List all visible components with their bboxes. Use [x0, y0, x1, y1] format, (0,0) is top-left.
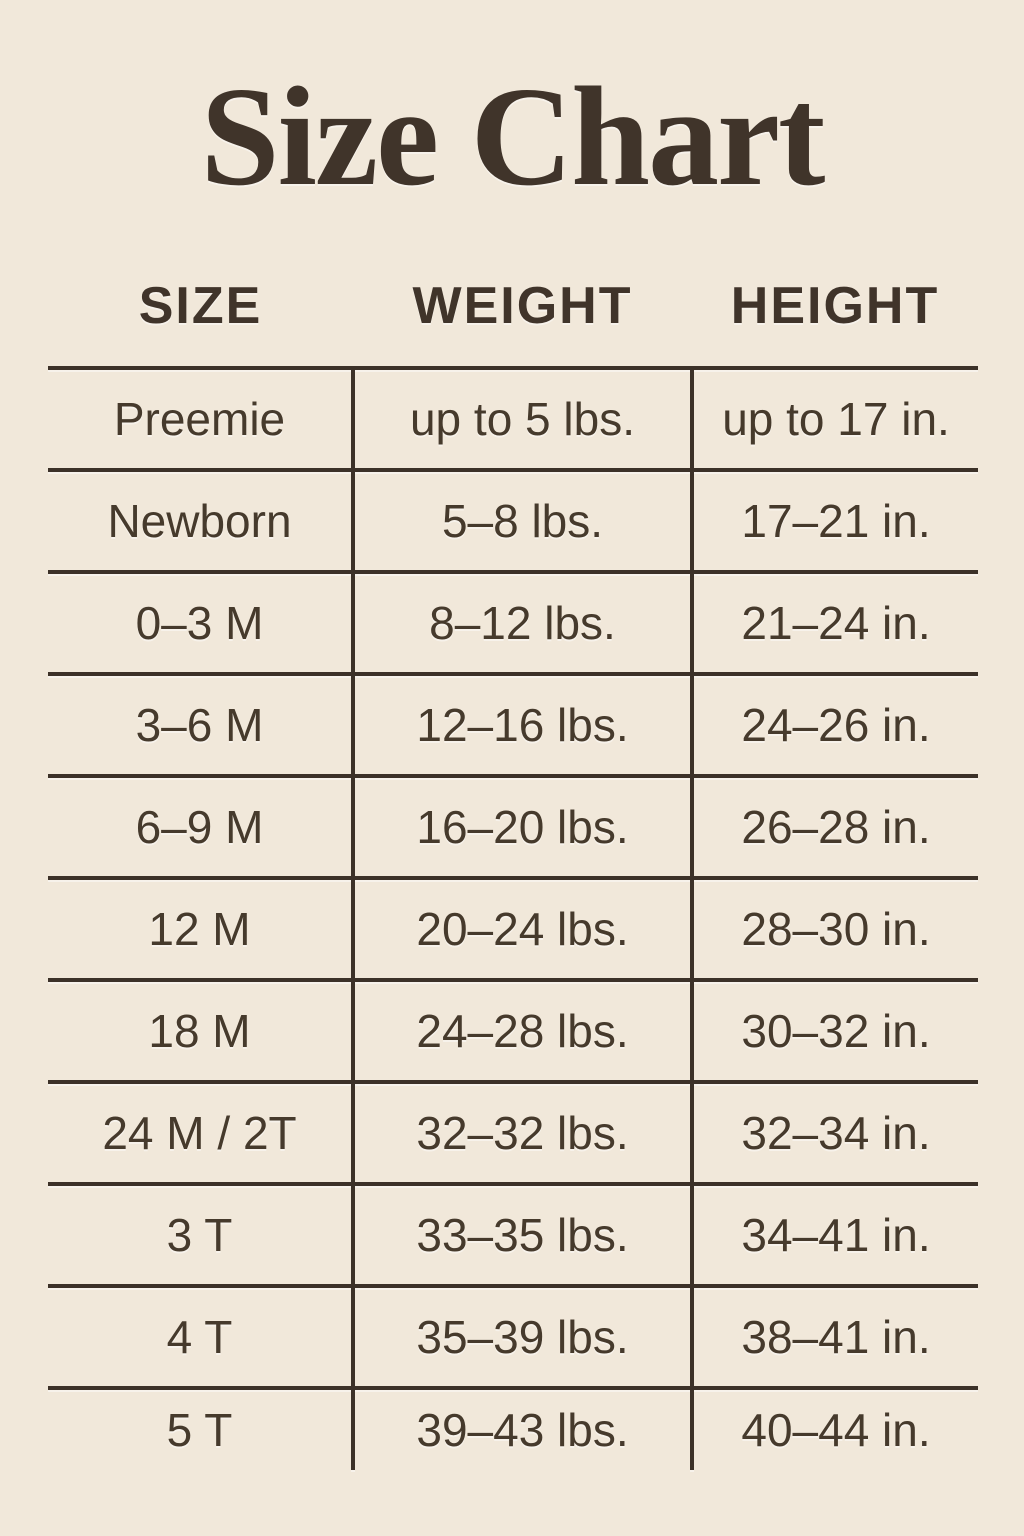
weight-cell: 8–12 lbs.	[351, 572, 694, 676]
column-header-height: HEIGHT	[730, 277, 940, 335]
size-cell: Preemie	[48, 368, 353, 472]
table-row: 4 T 35–39 lbs. 38–41 in.	[48, 1286, 978, 1390]
weight-cell: up to 5 lbs.	[351, 368, 694, 472]
table-row: Newborn 5–8 lbs. 17–21 in.	[48, 470, 978, 574]
height-cell: 30–32 in.	[692, 980, 978, 1084]
height-cell: 26–28 in.	[692, 776, 978, 880]
height-cell: 32–34 in.	[692, 1082, 978, 1186]
weight-cell: 24–28 lbs.	[351, 980, 694, 1084]
size-cell: 4 T	[48, 1286, 353, 1390]
weight-cell: 33–35 lbs.	[351, 1184, 694, 1288]
table-row: 0–3 M 8–12 lbs. 21–24 in.	[48, 572, 978, 676]
height-cell: 40–44 in.	[741, 1404, 931, 1456]
height-cell: up to 17 in.	[692, 368, 978, 472]
size-cell: 6–9 M	[48, 776, 353, 880]
size-table: Preemie up to 5 lbs. up to 17 in. Newbor…	[48, 366, 978, 1470]
size-cell: 18 M	[48, 980, 353, 1084]
weight-cell: 35–39 lbs.	[351, 1286, 694, 1390]
size-cell: 5 T	[166, 1404, 233, 1456]
height-cell: 34–41 in.	[692, 1184, 978, 1288]
column-header-size: SIZE	[138, 277, 263, 335]
size-cell: 24 M / 2T	[48, 1082, 353, 1186]
height-cell: 17–21 in.	[692, 470, 978, 574]
table-row: 3–6 M 12–16 lbs. 24–26 in.	[48, 674, 978, 778]
size-cell: 0–3 M	[48, 572, 353, 676]
height-cell: 38–41 in.	[692, 1286, 978, 1390]
table-row: 5 T 39–43 lbs. 40–44 in.	[48, 1388, 978, 1470]
height-cell: 28–30 in.	[692, 878, 978, 982]
weight-cell: 32–32 lbs.	[351, 1082, 694, 1186]
table-row: 3 T 33–35 lbs. 34–41 in.	[48, 1184, 978, 1288]
table-row: 12 M 20–24 lbs. 28–30 in.	[48, 878, 978, 982]
size-cell: 3 T	[48, 1184, 353, 1288]
weight-cell: 16–20 lbs.	[351, 776, 694, 880]
size-cell: Newborn	[48, 470, 353, 574]
size-cell: 12 M	[48, 878, 353, 982]
table-header-row: SIZE WEIGHT HEIGHT	[48, 280, 978, 332]
weight-cell: 12–16 lbs.	[351, 674, 694, 778]
height-cell: 24–26 in.	[692, 674, 978, 778]
weight-cell: 39–43 lbs.	[351, 1388, 694, 1470]
weight-cell: 20–24 lbs.	[351, 878, 694, 982]
weight-cell: 5–8 lbs.	[351, 470, 694, 574]
table-row: Preemie up to 5 lbs. up to 17 in.	[48, 368, 978, 472]
page-title: Size Chart	[200, 57, 826, 215]
table-row: 24 M / 2T 32–32 lbs. 32–34 in.	[48, 1082, 978, 1186]
table-row: 6–9 M 16–20 lbs. 26–28 in.	[48, 776, 978, 880]
size-cell: 3–6 M	[48, 674, 353, 778]
table-row: 18 M 24–28 lbs. 30–32 in.	[48, 980, 978, 1084]
height-cell: 21–24 in.	[692, 572, 978, 676]
column-header-weight: WEIGHT	[412, 277, 633, 335]
